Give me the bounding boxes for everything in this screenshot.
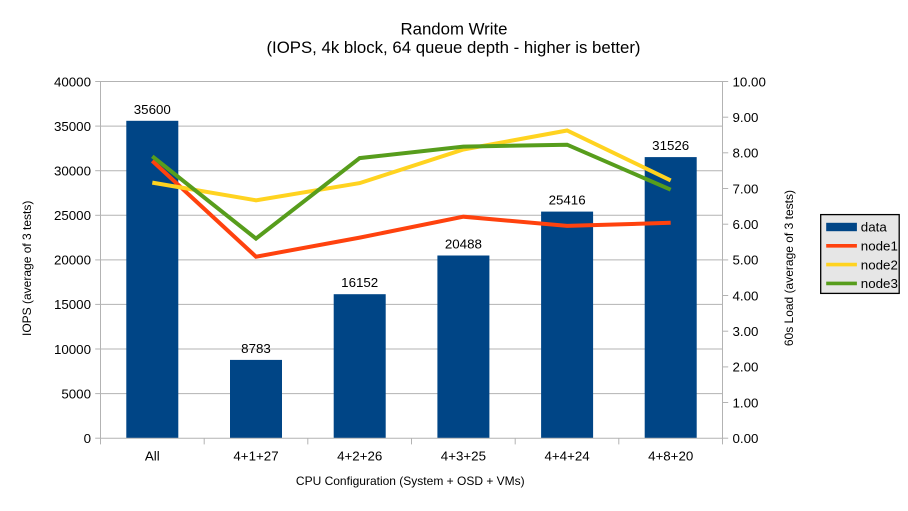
- svg-text:node2: node2: [861, 257, 898, 272]
- svg-text:35600: 35600: [134, 102, 171, 117]
- svg-text:1.00: 1.00: [733, 395, 759, 410]
- svg-text:IOPS (average of 3 tests): IOPS (average of 3 tests): [20, 201, 34, 336]
- svg-text:25416: 25416: [549, 193, 586, 208]
- svg-text:data: data: [861, 220, 888, 235]
- svg-text:30000: 30000: [54, 164, 91, 179]
- svg-text:4+2+26: 4+2+26: [337, 448, 382, 463]
- svg-text:5000: 5000: [61, 386, 91, 401]
- svg-text:4+4+24: 4+4+24: [544, 448, 590, 463]
- svg-text:20488: 20488: [445, 237, 482, 252]
- svg-text:8.00: 8.00: [733, 146, 759, 161]
- svg-text:40000: 40000: [54, 74, 91, 89]
- svg-text:Random Write: Random Write: [401, 20, 508, 39]
- svg-text:4+1+27: 4+1+27: [233, 448, 278, 463]
- svg-text:20000: 20000: [54, 253, 91, 268]
- svg-text:7.00: 7.00: [733, 181, 759, 196]
- svg-text:8783: 8783: [241, 341, 271, 356]
- svg-text:All: All: [145, 448, 160, 463]
- svg-text:CPU Configuration (System + OS: CPU Configuration (System + OSD + VMs): [296, 474, 525, 488]
- svg-text:3.00: 3.00: [733, 324, 759, 339]
- svg-text:10.00: 10.00: [733, 74, 766, 89]
- svg-text:25000: 25000: [54, 208, 91, 223]
- svg-text:16152: 16152: [341, 275, 378, 290]
- svg-text:0: 0: [84, 431, 91, 446]
- svg-text:0.00: 0.00: [733, 431, 759, 446]
- svg-text:2.00: 2.00: [733, 360, 759, 375]
- svg-text:4+8+20: 4+8+20: [648, 448, 693, 463]
- svg-text:node3: node3: [861, 276, 898, 291]
- svg-text:35000: 35000: [54, 119, 91, 134]
- svg-text:5.00: 5.00: [733, 253, 759, 268]
- svg-text:60s Load (average of 3 tests): 60s Load (average of 3 tests): [782, 190, 796, 346]
- svg-text:4+3+25: 4+3+25: [441, 448, 486, 463]
- svg-text:10000: 10000: [54, 342, 91, 357]
- svg-text:4.00: 4.00: [733, 288, 759, 303]
- svg-text:node1: node1: [861, 239, 898, 254]
- svg-text:9.00: 9.00: [733, 110, 759, 125]
- svg-text:15000: 15000: [54, 297, 91, 312]
- svg-text:31526: 31526: [652, 138, 689, 153]
- svg-text:6.00: 6.00: [733, 217, 759, 232]
- svg-text:(IOPS, 4k block, 64 queue dept: (IOPS, 4k block, 64 queue depth - higher…: [266, 38, 640, 57]
